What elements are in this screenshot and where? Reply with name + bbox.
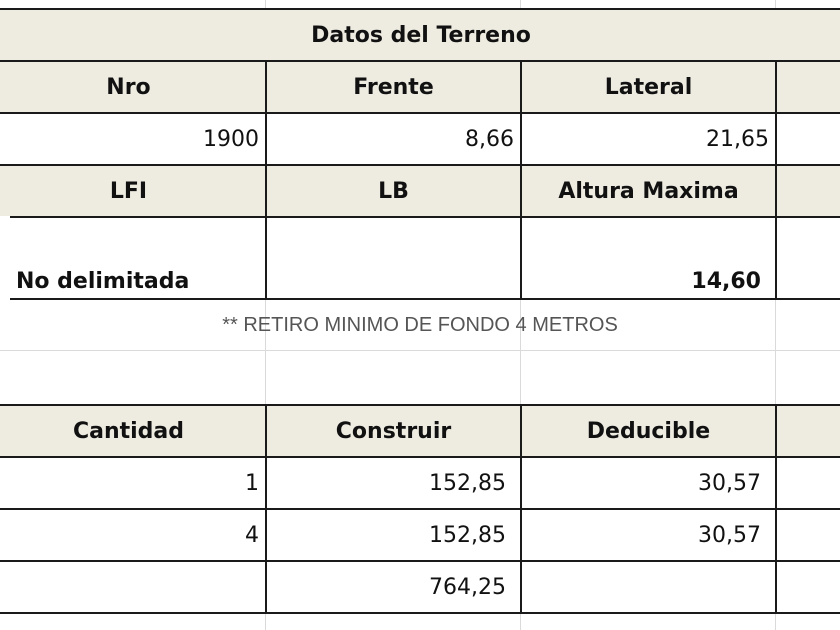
value-cell bbox=[520, 560, 777, 614]
value-cell: 30,57 bbox=[520, 508, 777, 562]
value-cell: 152,85 bbox=[265, 508, 522, 562]
header-cell: Construir bbox=[265, 404, 522, 458]
header-cell: Deducible bbox=[520, 404, 777, 458]
header-cell bbox=[775, 164, 840, 218]
header-cell: Cantidad bbox=[0, 404, 267, 458]
value-cell: 4 bbox=[0, 508, 267, 562]
value-cell bbox=[775, 112, 840, 166]
grid-line bbox=[265, 0, 266, 630]
value-cell: 8,66 bbox=[265, 112, 522, 166]
header-cell: LFI bbox=[0, 164, 267, 218]
grid-line bbox=[520, 0, 521, 630]
value-cell: 1 bbox=[0, 456, 267, 510]
value-cell bbox=[775, 508, 840, 562]
value-cell: 152,85 bbox=[265, 456, 522, 510]
value-cell bbox=[775, 456, 840, 510]
header-cell: Frente bbox=[265, 60, 522, 114]
value-cell: No delimitada bbox=[8, 216, 267, 300]
value-cell bbox=[265, 216, 522, 300]
value-cell bbox=[775, 216, 840, 300]
header-cell bbox=[775, 404, 840, 458]
table-title: Datos del Terreno bbox=[0, 8, 840, 62]
header-cell: Nro bbox=[0, 60, 267, 114]
grid-line bbox=[0, 350, 840, 351]
header-cell: LB bbox=[265, 164, 522, 218]
header-cell: Lateral bbox=[520, 60, 777, 114]
note: ** RETIRO MINIMO DE FONDO 4 METROS bbox=[222, 314, 618, 336]
blank bbox=[0, 216, 10, 300]
value-cell bbox=[0, 560, 267, 614]
value-cell: 30,57 bbox=[520, 456, 777, 510]
value-cell: 14,60 bbox=[520, 216, 777, 300]
value-cell bbox=[775, 560, 840, 614]
value-cell: 1900 bbox=[0, 112, 267, 166]
total-cell: 764,25 bbox=[265, 560, 522, 614]
grid-line bbox=[775, 0, 776, 630]
value-cell: 21,65 bbox=[520, 112, 777, 166]
header-cell: Altura Maxima bbox=[520, 164, 777, 218]
header-cell bbox=[775, 60, 840, 114]
